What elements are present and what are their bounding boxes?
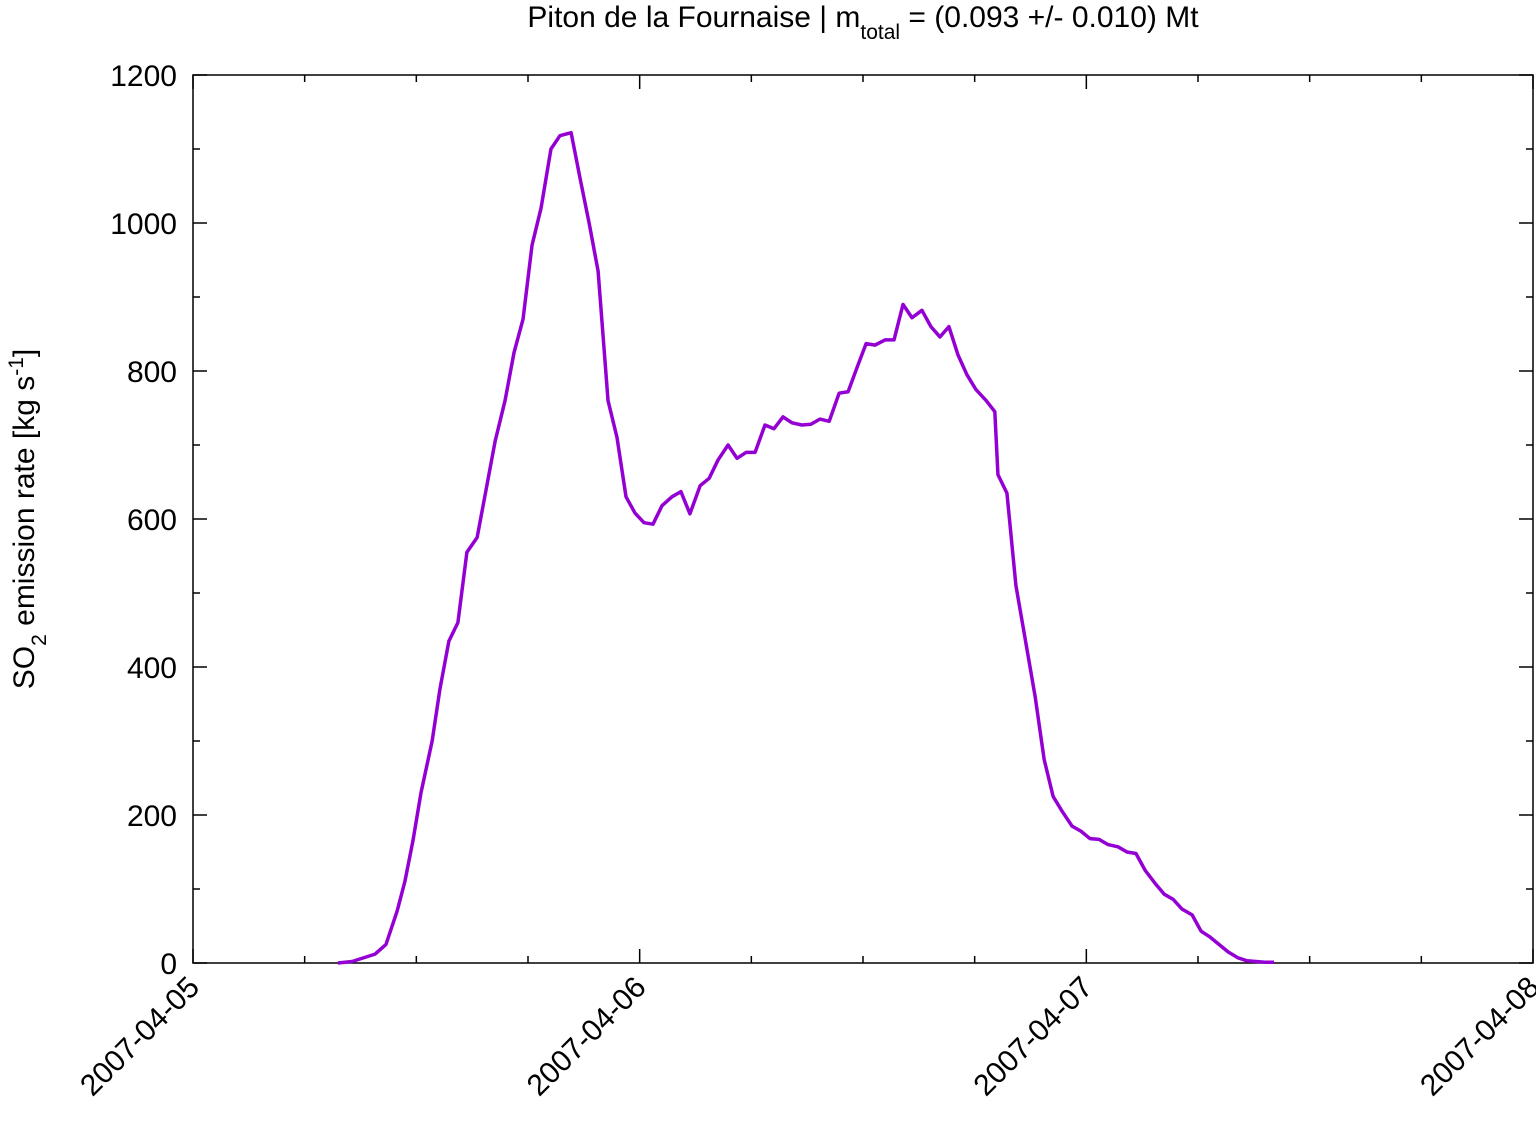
data-line — [337, 130, 1274, 965]
label-script: 2 — [28, 634, 51, 646]
plot-border — [192, 74, 1534, 964]
y-tick-label: 800 — [127, 356, 177, 389]
y-tick-label: 200 — [127, 800, 177, 833]
chart-title: Piton de la Fournaise | mtotal = (0.093 … — [527, 1, 1199, 44]
label-part: ] — [8, 349, 41, 357]
x-tick-label: 2007-04-05 — [74, 971, 206, 1103]
label-part: = (0.093 +/- 0.010) Mt — [900, 1, 1199, 34]
y-tick-label: 1000 — [110, 208, 177, 241]
label-part: Piton de la Fournaise | m — [527, 1, 860, 34]
y-tick-label: 1200 — [110, 60, 177, 93]
y-tick-label: 600 — [127, 504, 177, 537]
label-script: total — [860, 21, 900, 44]
label-part: emission rate [kg s — [8, 376, 41, 634]
y-tick-label: 0 — [160, 948, 177, 981]
y-axis-label: SO2 emission rate [kg s-1] — [5, 349, 51, 690]
label-script: -1 — [5, 357, 28, 376]
x-tick-label: 2007-04-06 — [521, 971, 653, 1103]
y-tick-label: 400 — [127, 652, 177, 685]
x-tick-label: 2007-04-08 — [1414, 971, 1536, 1103]
x-tick-label: 2007-04-07 — [967, 971, 1099, 1103]
label-part: SO — [8, 646, 41, 689]
